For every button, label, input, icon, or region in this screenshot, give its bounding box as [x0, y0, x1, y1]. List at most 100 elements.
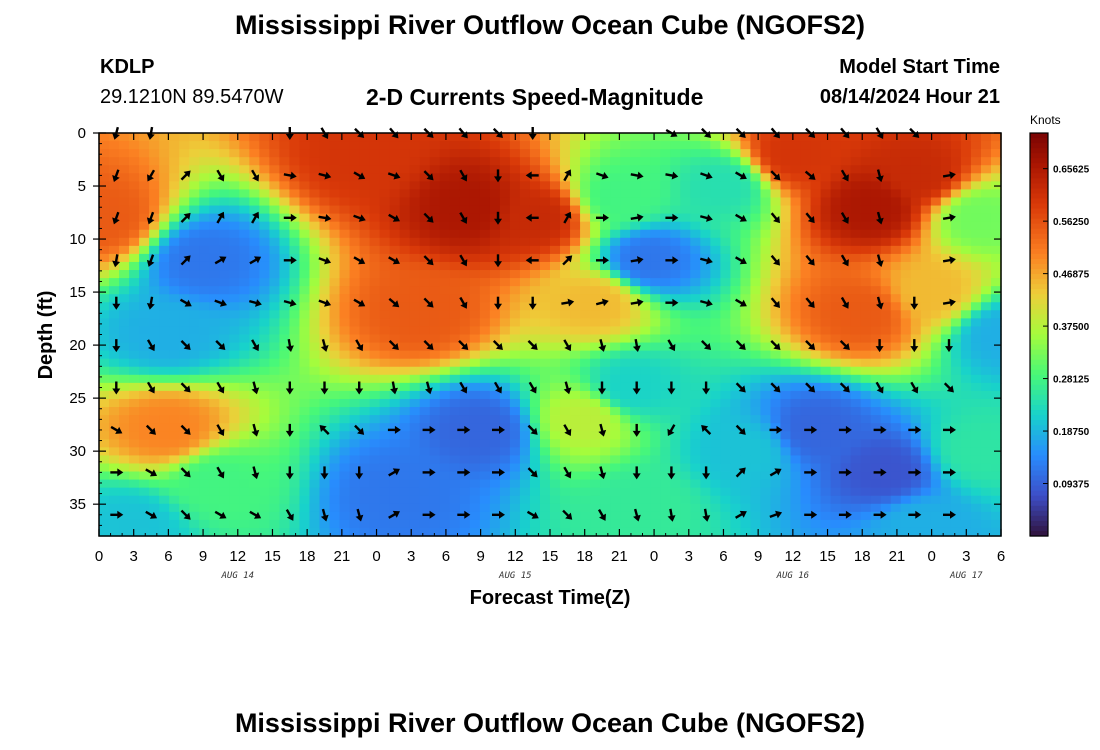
heatmap-cell	[550, 495, 561, 505]
heatmap-cell	[740, 286, 752, 295]
heatmap-cell	[630, 382, 641, 392]
heatmap-cell	[960, 447, 972, 456]
heatmap-cell	[519, 302, 531, 311]
heatmap-cell	[630, 286, 641, 295]
heatmap-cell	[189, 519, 200, 529]
heatmap-cell	[269, 463, 280, 473]
heatmap-cell	[580, 302, 591, 311]
heatmap-cell	[860, 519, 872, 529]
heatmap-cell	[580, 173, 591, 182]
heatmap-cell	[269, 133, 280, 142]
heatmap-cell	[429, 463, 441, 473]
heatmap-cell	[469, 157, 481, 166]
heatmap-cell	[209, 415, 220, 424]
heatmap-cell	[560, 278, 571, 287]
heatmap-cell	[680, 398, 691, 408]
heatmap-cell	[439, 463, 451, 473]
heatmap-cell	[730, 141, 742, 150]
heatmap-cell	[539, 334, 551, 344]
heatmap-cell	[850, 302, 862, 311]
heatmap-cell	[960, 495, 972, 505]
heatmap-cell	[780, 503, 792, 513]
heatmap-cell	[720, 374, 731, 384]
heatmap-cell	[770, 407, 782, 416]
heatmap-cell	[700, 374, 711, 384]
heatmap-cell	[229, 479, 240, 489]
heatmap-cell	[229, 415, 240, 424]
heatmap-cell	[980, 286, 992, 295]
heatmap-cell	[960, 237, 972, 247]
heatmap-cell	[519, 527, 531, 537]
heatmap-cell	[620, 455, 631, 465]
heatmap-cell	[660, 358, 671, 368]
heatmap-cell	[439, 350, 451, 360]
station-id: KDLP	[100, 56, 155, 78]
heatmap-cell	[309, 398, 321, 408]
heatmap-cell	[860, 197, 872, 207]
heatmap-cell	[900, 390, 912, 400]
heatmap-cell	[890, 398, 902, 408]
heatmap-cell	[299, 358, 311, 368]
heatmap-cell	[199, 431, 210, 440]
heatmap-cell	[299, 141, 311, 150]
heatmap-cell	[750, 415, 762, 424]
heatmap-cell	[990, 149, 1002, 158]
heatmap-cell	[129, 197, 140, 207]
heatmap-cell	[519, 495, 531, 505]
heatmap-cell	[429, 398, 441, 408]
heatmap-cell	[259, 503, 270, 513]
heatmap-cell	[710, 431, 721, 440]
heatmap-cell	[600, 278, 611, 287]
heatmap-cell	[850, 310, 862, 319]
heatmap-cell	[860, 318, 872, 328]
heatmap-cell	[509, 439, 521, 448]
heatmap-cell	[750, 398, 762, 408]
heatmap-cell	[650, 245, 661, 255]
heatmap-cell	[379, 334, 391, 344]
heatmap-cell	[950, 374, 962, 384]
heatmap-cell	[720, 173, 731, 182]
heatmap-cell	[479, 358, 491, 368]
heatmap-cell	[409, 358, 421, 368]
heatmap-cell	[660, 310, 671, 319]
heatmap-cell	[570, 310, 581, 319]
heatmap-cell	[449, 326, 461, 336]
heatmap-cell	[359, 471, 371, 481]
heatmap-cell	[339, 278, 351, 287]
heatmap-cell	[910, 205, 922, 215]
heatmap-cell	[610, 350, 621, 360]
current-arrow	[216, 381, 225, 394]
heatmap-cell	[850, 253, 862, 263]
heatmap-cell	[660, 133, 671, 142]
heatmap-cell	[670, 181, 681, 191]
heatmap-cell	[469, 447, 481, 456]
heatmap-cell	[910, 487, 922, 497]
heatmap-cell	[459, 141, 471, 150]
heatmap-cell	[529, 334, 541, 344]
heatmap-cell	[149, 189, 160, 199]
heatmap-cell	[620, 310, 631, 319]
heatmap-cell	[920, 511, 932, 521]
heatmap-cell	[329, 342, 341, 352]
heatmap-cell	[870, 149, 882, 158]
heatmap-cell	[930, 286, 942, 295]
heatmap-cell	[670, 157, 681, 166]
heatmap-cell	[99, 286, 110, 295]
heatmap-cell	[439, 358, 451, 368]
heatmap-cell	[700, 149, 711, 158]
heatmap-cell	[570, 286, 581, 295]
heatmap-cell	[419, 463, 431, 473]
heatmap-cell	[179, 503, 190, 513]
heatmap-cell	[730, 237, 742, 247]
heatmap-cell	[610, 511, 621, 521]
heatmap-cell	[169, 407, 180, 416]
heatmap-cell	[369, 326, 381, 336]
heatmap-cell	[259, 261, 270, 271]
heatmap-cell	[910, 157, 922, 166]
heatmap-cell	[189, 423, 200, 432]
heatmap-cell	[179, 270, 190, 279]
heatmap-cell	[419, 519, 431, 529]
heatmap-cell	[690, 495, 701, 505]
heatmap-cell	[279, 181, 291, 191]
heatmap-cell	[870, 495, 882, 505]
